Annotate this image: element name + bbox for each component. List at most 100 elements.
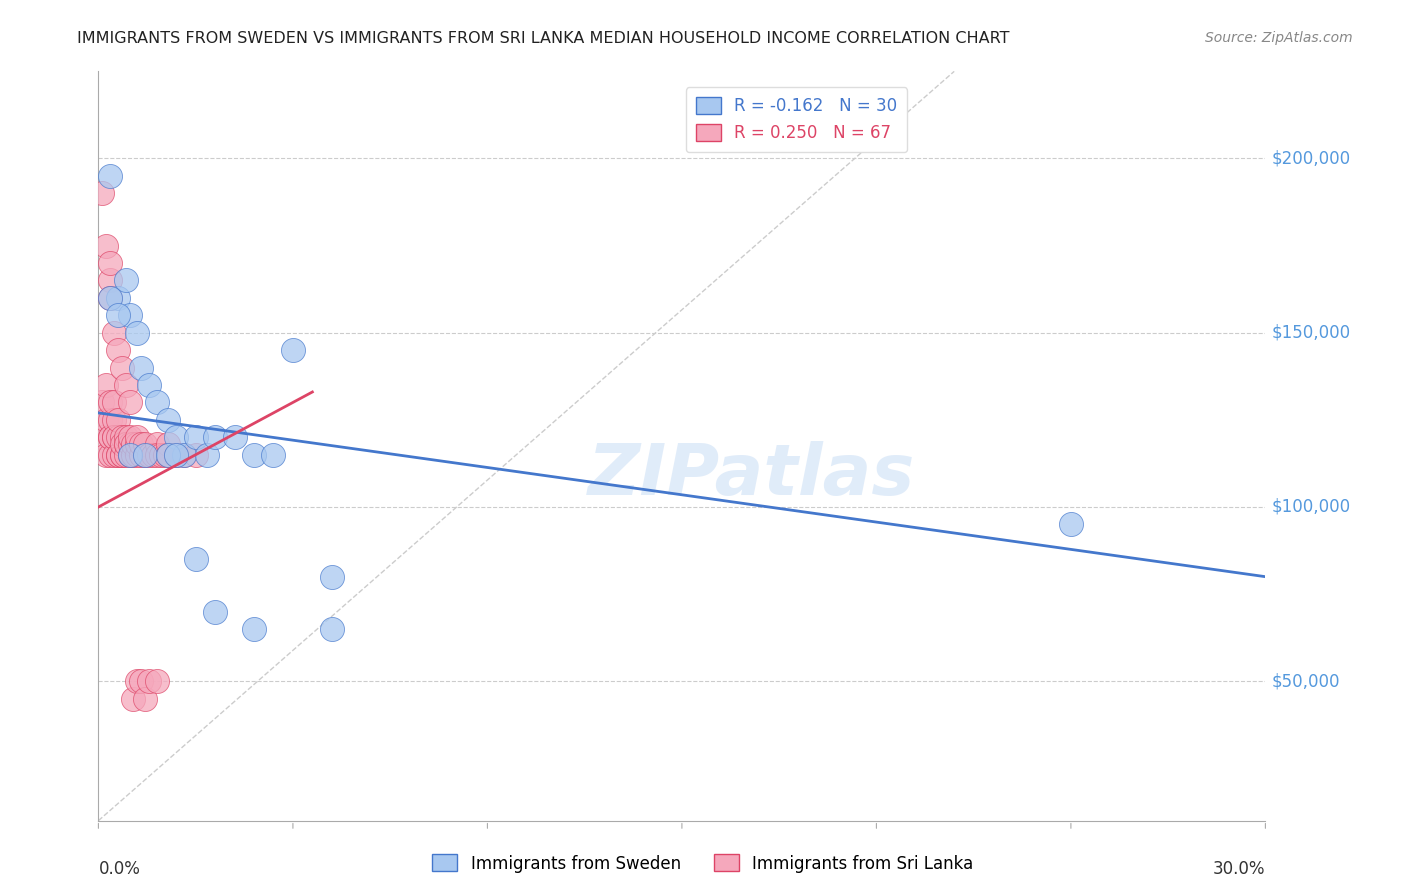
Point	[127, 437, 149, 451]
Point	[146, 448, 169, 462]
Point	[204, 430, 226, 444]
Point	[103, 430, 125, 444]
Point	[107, 343, 129, 358]
Point	[96, 238, 118, 252]
Point	[138, 448, 160, 462]
Point	[118, 448, 141, 462]
Point	[98, 256, 121, 270]
Point	[243, 448, 266, 462]
Point	[142, 448, 165, 462]
Point	[118, 395, 141, 409]
Text: IMMIGRANTS FROM SWEDEN VS IMMIGRANTS FROM SRI LANKA MEDIAN HOUSEHOLD INCOME CORR: IMMIGRANTS FROM SWEDEN VS IMMIGRANTS FRO…	[77, 31, 1010, 46]
Point	[98, 169, 121, 183]
Point	[165, 448, 187, 462]
Point	[122, 437, 145, 451]
Point	[127, 326, 149, 340]
Point	[224, 430, 246, 444]
Point	[111, 360, 134, 375]
Point	[107, 308, 129, 322]
Point	[114, 273, 136, 287]
Point	[98, 395, 121, 409]
Point	[122, 691, 145, 706]
Point	[1060, 517, 1083, 532]
Point	[107, 448, 129, 462]
Point	[262, 448, 284, 462]
Point	[129, 674, 152, 689]
Point	[107, 448, 129, 462]
Point	[134, 448, 156, 462]
Point	[118, 437, 141, 451]
Point	[184, 552, 207, 566]
Point	[114, 378, 136, 392]
Text: $50,000: $50,000	[1271, 673, 1340, 690]
Text: ZIPatlas: ZIPatlas	[588, 442, 915, 510]
Point	[118, 448, 141, 462]
Point	[103, 395, 125, 409]
Legend: R = -0.162   N = 30, R = 0.250   N = 67: R = -0.162 N = 30, R = 0.250 N = 67	[686, 87, 907, 152]
Point	[111, 430, 134, 444]
Legend: Immigrants from Sweden, Immigrants from Sri Lanka: Immigrants from Sweden, Immigrants from …	[426, 847, 980, 880]
Point	[118, 430, 141, 444]
Point	[98, 273, 121, 287]
Point	[146, 395, 169, 409]
Point	[114, 437, 136, 451]
Point	[165, 448, 187, 462]
Point	[111, 448, 134, 462]
Point	[134, 437, 156, 451]
Point	[184, 430, 207, 444]
Point	[98, 291, 121, 305]
Point	[98, 291, 121, 305]
Point	[91, 430, 114, 444]
Point	[103, 326, 125, 340]
Text: $100,000: $100,000	[1271, 498, 1350, 516]
Point	[157, 437, 180, 451]
Point	[146, 674, 169, 689]
Point	[96, 413, 118, 427]
Point	[281, 343, 304, 358]
Point	[103, 413, 125, 427]
Point	[157, 448, 180, 462]
Point	[153, 448, 176, 462]
Point	[122, 448, 145, 462]
Point	[107, 291, 129, 305]
Point	[114, 437, 136, 451]
Point	[157, 413, 180, 427]
Point	[149, 448, 172, 462]
Point	[96, 448, 118, 462]
Point	[184, 448, 207, 462]
Text: Source: ZipAtlas.com: Source: ZipAtlas.com	[1205, 31, 1353, 45]
Point	[129, 437, 152, 451]
Point	[134, 448, 156, 462]
Point	[91, 395, 114, 409]
Point	[129, 448, 152, 462]
Point	[107, 413, 129, 427]
Text: 0.0%: 0.0%	[98, 860, 141, 878]
Point	[129, 360, 152, 375]
Point	[321, 570, 343, 584]
Point	[321, 622, 343, 636]
Point	[195, 448, 218, 462]
Text: $200,000: $200,000	[1271, 150, 1350, 168]
Point	[114, 430, 136, 444]
Point	[204, 605, 226, 619]
Point	[107, 430, 129, 444]
Point	[173, 448, 195, 462]
Point	[98, 413, 121, 427]
Point	[91, 186, 114, 201]
Point	[111, 437, 134, 451]
Point	[103, 448, 125, 462]
Point	[138, 674, 160, 689]
Point	[165, 448, 187, 462]
Point	[103, 430, 125, 444]
Point	[96, 378, 118, 392]
Text: 30.0%: 30.0%	[1213, 860, 1265, 878]
Point	[157, 448, 180, 462]
Point	[243, 622, 266, 636]
Point	[127, 430, 149, 444]
Text: $150,000: $150,000	[1271, 324, 1350, 342]
Point	[173, 448, 195, 462]
Point	[118, 308, 141, 322]
Point	[134, 691, 156, 706]
Point	[98, 430, 121, 444]
Point	[111, 448, 134, 462]
